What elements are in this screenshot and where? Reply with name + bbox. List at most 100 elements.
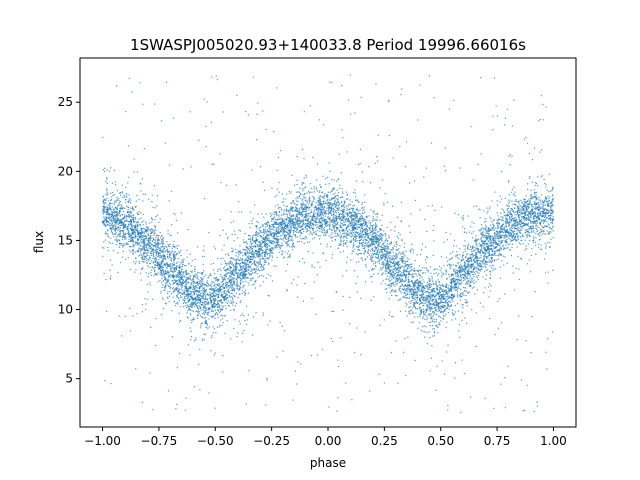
- data-point: [488, 261, 491, 263]
- data-point: [289, 218, 292, 220]
- data-point: [256, 227, 258, 229]
- data-point: [276, 213, 278, 215]
- data-point: [223, 283, 225, 285]
- data-point: [545, 211, 547, 213]
- data-point: [173, 270, 175, 272]
- data-point: [215, 332, 217, 334]
- data-point: [273, 220, 275, 222]
- data-point: [408, 279, 410, 281]
- data-point: [203, 98, 206, 100]
- data-point: [302, 210, 304, 212]
- data-point: [390, 258, 392, 260]
- data-point: [432, 321, 434, 323]
- data-point: [173, 283, 175, 285]
- data-point: [328, 212, 330, 214]
- data-point: [235, 259, 237, 261]
- data-point: [119, 222, 121, 225]
- data-point: [440, 296, 443, 298]
- data-point: [467, 245, 469, 247]
- data-point: [242, 255, 244, 257]
- data-point: [105, 224, 107, 226]
- data-point: [268, 238, 270, 240]
- data-point: [288, 237, 290, 239]
- data-point: [399, 290, 402, 292]
- data-point: [355, 209, 357, 211]
- data-point: [197, 282, 199, 285]
- data-point: [355, 231, 358, 233]
- data-point: [315, 202, 317, 204]
- data-point: [277, 227, 279, 229]
- data-point: [467, 257, 469, 259]
- data-point: [387, 284, 389, 286]
- data-point: [396, 275, 398, 277]
- data-point: [154, 260, 156, 262]
- data-point: [183, 293, 185, 295]
- data-point: [441, 276, 443, 278]
- data-point: [146, 252, 148, 255]
- data-point: [104, 211, 107, 213]
- data-point: [342, 137, 344, 139]
- data-point: [179, 321, 181, 323]
- data-point: [268, 227, 270, 230]
- data-point: [242, 285, 244, 287]
- data-point: [106, 182, 108, 184]
- data-point: [247, 255, 249, 257]
- data-point: [239, 283, 241, 286]
- data-point: [552, 194, 554, 196]
- data-point: [444, 169, 447, 172]
- data-point: [311, 203, 313, 205]
- data-point: [254, 271, 257, 273]
- data-point: [134, 228, 136, 231]
- data-point: [426, 301, 428, 303]
- data-point: [424, 331, 426, 333]
- data-point: [154, 219, 156, 221]
- data-point: [523, 223, 525, 225]
- data-point: [392, 251, 394, 253]
- data-point: [189, 303, 191, 306]
- data-point: [262, 239, 264, 241]
- data-point: [517, 223, 519, 226]
- data-point: [259, 248, 261, 250]
- data-point: [432, 310, 434, 312]
- data-point: [541, 215, 543, 217]
- data-point: [115, 244, 117, 246]
- data-point: [140, 257, 142, 259]
- data-point: [173, 271, 175, 273]
- data-point: [355, 240, 357, 242]
- data-point: [181, 261, 183, 263]
- data-point: [249, 227, 251, 229]
- data-point: [252, 239, 254, 241]
- data-point: [490, 241, 492, 243]
- data-point: [225, 275, 228, 277]
- data-point: [180, 277, 182, 279]
- data-point: [242, 259, 244, 261]
- data-point: [235, 264, 237, 266]
- data-point: [491, 257, 493, 259]
- data-point: [513, 211, 515, 214]
- data-point: [330, 246, 332, 248]
- data-point: [479, 209, 481, 211]
- data-point: [505, 236, 507, 238]
- data-point: [485, 250, 487, 252]
- data-point: [431, 205, 433, 207]
- data-point: [382, 247, 384, 249]
- data-point: [334, 204, 336, 206]
- data-point: [482, 242, 484, 244]
- data-point: [433, 268, 435, 271]
- data-point: [415, 291, 417, 294]
- data-point: [166, 282, 168, 284]
- data-point: [162, 265, 164, 267]
- data-point: [190, 336, 193, 338]
- data-point: [149, 222, 151, 224]
- data-point: [545, 186, 547, 188]
- data-point: [440, 320, 442, 322]
- data-point: [544, 198, 546, 200]
- data-point: [130, 225, 132, 227]
- data-point: [422, 305, 424, 307]
- data-point: [542, 214, 544, 216]
- data-point: [204, 197, 206, 200]
- data-point: [463, 280, 465, 282]
- data-point: [115, 221, 118, 223]
- data-point: [494, 334, 496, 336]
- data-point: [280, 238, 282, 240]
